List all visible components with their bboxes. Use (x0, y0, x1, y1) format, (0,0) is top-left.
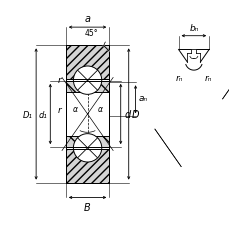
Text: $\alpha$: $\alpha$ (96, 104, 103, 113)
Polygon shape (90, 82, 109, 147)
Polygon shape (65, 93, 109, 136)
Text: D: D (132, 109, 139, 120)
Circle shape (73, 67, 101, 95)
Text: bₙ: bₙ (188, 24, 198, 33)
Text: d₁: d₁ (38, 110, 47, 119)
Polygon shape (85, 82, 90, 147)
Text: aₙ: aₙ (138, 93, 147, 102)
Text: 45°: 45° (84, 29, 97, 38)
Polygon shape (65, 82, 85, 147)
Text: d: d (124, 109, 130, 120)
Text: $\alpha$: $\alpha$ (71, 104, 78, 113)
Text: rₙ: rₙ (204, 74, 211, 83)
Polygon shape (65, 46, 109, 79)
Text: a: a (84, 14, 90, 24)
Polygon shape (65, 150, 109, 183)
Text: B: B (84, 202, 90, 212)
Text: D₁: D₁ (23, 110, 33, 119)
Text: rₙ: rₙ (175, 74, 183, 83)
Circle shape (73, 134, 101, 162)
Text: r: r (57, 106, 61, 114)
Text: r: r (57, 75, 61, 84)
